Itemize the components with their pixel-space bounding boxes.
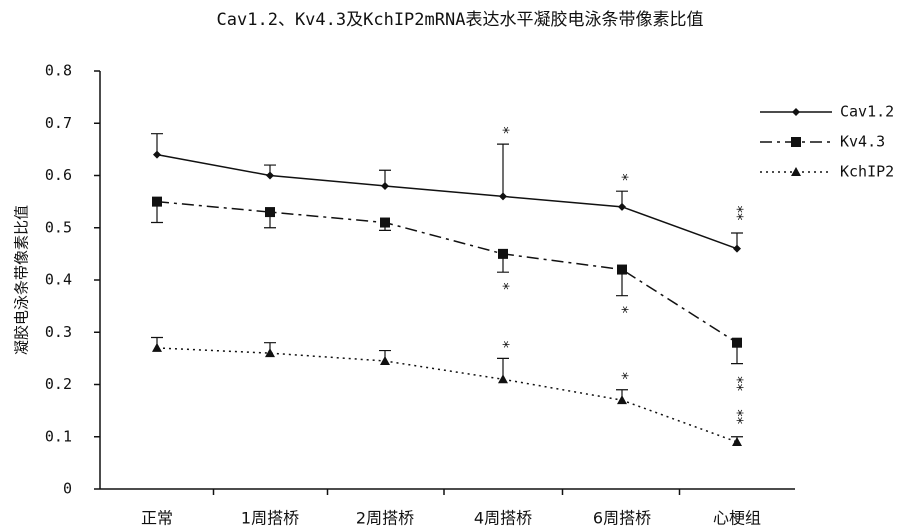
chart-title: Cav1.2、Kv4.3及KchIP2mRNA表达水平凝胶电泳条带像素比值 xyxy=(217,10,704,30)
y-tick-label: 0.7 xyxy=(45,114,72,132)
marker xyxy=(381,181,389,190)
significance-label: ** xyxy=(729,409,747,425)
series-line xyxy=(156,347,738,443)
x-tick-label: 正常 xyxy=(141,509,173,528)
marker xyxy=(265,207,275,218)
marker xyxy=(380,217,390,228)
marker xyxy=(617,395,627,405)
marker xyxy=(498,248,508,259)
significance-label: * xyxy=(495,126,513,134)
x-tick-label: 心梗组 xyxy=(713,509,761,528)
significance-label: ** xyxy=(729,205,747,221)
x-tick-label: 2周搭桥 xyxy=(356,509,414,528)
significance-label: * xyxy=(614,306,632,314)
y-tick-label: 0.5 xyxy=(45,218,72,236)
marker xyxy=(791,137,801,147)
x-tick-label: 4周搭桥 xyxy=(474,509,532,528)
y-tick-label: 0.2 xyxy=(45,375,72,393)
marker xyxy=(152,342,162,352)
y-tick-label: 0.6 xyxy=(45,166,72,184)
marker xyxy=(732,337,742,348)
significance-label: * xyxy=(614,173,632,181)
y-tick-label: 0.3 xyxy=(45,323,72,341)
marker xyxy=(498,374,508,384)
significance-label: * xyxy=(495,282,513,290)
marker xyxy=(792,108,800,116)
marker xyxy=(499,192,507,201)
marker xyxy=(265,348,275,358)
legend-label: KchIP2 xyxy=(840,163,894,181)
series-line xyxy=(156,153,738,250)
y-tick-label: 0 xyxy=(63,480,72,498)
marker xyxy=(618,202,626,211)
marker xyxy=(152,196,162,207)
y-tick-label: 0.8 xyxy=(45,62,72,80)
legend-label: Kv4.3 xyxy=(840,133,885,151)
marker xyxy=(617,264,627,275)
legend-label: Cav1.2 xyxy=(840,103,894,121)
marker xyxy=(153,150,161,159)
x-tick-label: 1周搭桥 xyxy=(241,509,299,528)
marker xyxy=(733,244,741,253)
significance-label: * xyxy=(614,372,632,380)
error-bar xyxy=(497,143,509,197)
y-axis-label: 凝胶电泳条带像素比值 xyxy=(13,205,31,355)
series-line xyxy=(156,200,738,344)
marker xyxy=(732,436,742,446)
marker xyxy=(791,167,801,176)
y-tick-label: 0.4 xyxy=(45,271,72,289)
significance-label: * xyxy=(495,341,513,349)
x-tick-label: 6周搭桥 xyxy=(593,509,651,528)
significance-label: ** xyxy=(729,376,747,392)
y-tick-label: 0.1 xyxy=(45,427,72,445)
marker xyxy=(380,355,390,365)
marker xyxy=(266,171,274,180)
